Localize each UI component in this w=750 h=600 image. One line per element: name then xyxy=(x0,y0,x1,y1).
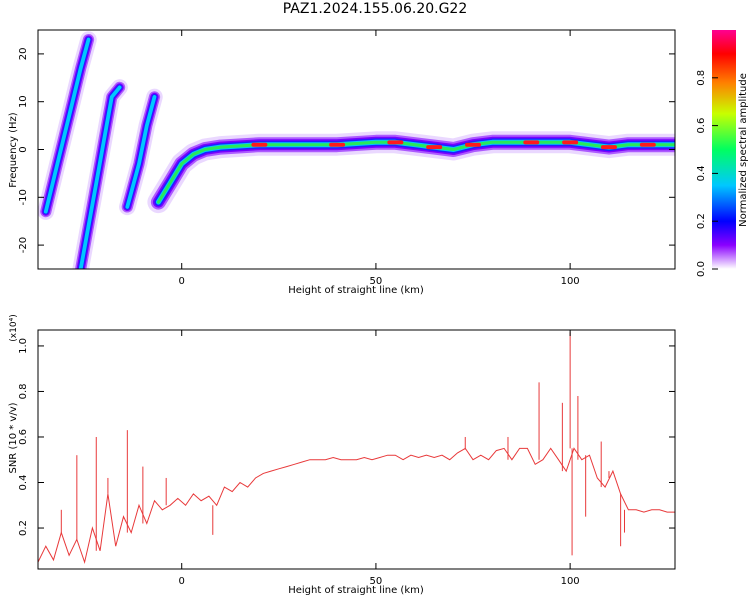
snr-lines xyxy=(38,332,675,565)
colorbar-tick-label: 0.4 xyxy=(696,165,707,181)
snr-y-ticks: 0.2 0.4 0.6 0.8 1.0 xyxy=(18,338,675,536)
ridge-hotspot xyxy=(562,140,579,145)
spectrogram-x-tick-label: 50 xyxy=(370,276,383,287)
snr-y-tick-label: 0.2 xyxy=(18,520,29,536)
spectrogram-x-tick-label: 0 xyxy=(179,276,185,287)
spectrogram-x-tick-label: 100 xyxy=(561,276,580,287)
snr-y-axis-label: SNR (10 * v/v) xyxy=(8,402,19,473)
ridge-hotspot xyxy=(639,142,656,147)
snr-y-tick-label: 1.0 xyxy=(18,338,29,354)
ridge-main-layer-5 xyxy=(156,140,675,204)
spectrogram-ridges xyxy=(38,31,675,269)
colorbar-tick-label: 0.6 xyxy=(696,118,707,134)
ridge-hotspot xyxy=(426,145,443,150)
ridge-hotspot xyxy=(329,142,346,147)
snr-x-tick-label: 50 xyxy=(370,576,383,587)
spectrogram-y-ticks: -20 -10 0 10 20 xyxy=(18,48,675,253)
colorbar-tick-label: 0.0 xyxy=(696,261,707,277)
ridge-hotspot xyxy=(387,140,404,145)
spectrogram-y-tick-label: -10 xyxy=(18,189,29,205)
spectrogram-x-ticks: 0 50 100 xyxy=(179,30,580,287)
spectrogram-x-axis-label: Height of straight line (km) xyxy=(288,285,424,296)
ridge-alias-3-layer-4 xyxy=(125,95,157,209)
spectrogram-y-tick-label: 20 xyxy=(18,48,29,61)
colorbar-scale xyxy=(712,30,736,269)
snr-y-tick-label: 0.6 xyxy=(18,429,29,445)
snr-scale-label: (x10⁴) xyxy=(9,314,19,341)
snr-y-tick-label: 0.4 xyxy=(18,475,29,491)
spectrogram-y-tick-label: -20 xyxy=(18,237,29,253)
ridge-alias-2-layer-4 xyxy=(78,85,122,269)
snr-line xyxy=(38,447,675,565)
snr-y-tick-label: 0.8 xyxy=(18,384,29,400)
snr-x-ticks: 0 50 100 xyxy=(179,330,580,587)
spectrogram-y-axis-label: Frequency (Hz) xyxy=(8,112,19,188)
snr-frame xyxy=(37,329,676,570)
chart-title: PAZ1.2024.155.06.20.G22 xyxy=(282,1,468,17)
ridge-hotspot xyxy=(523,140,540,145)
ridge-hotspot xyxy=(465,142,482,147)
colorbar-label: Normalized spectral amplitude xyxy=(738,73,749,227)
snr-x-tick-label: 100 xyxy=(561,576,580,587)
spectrogram-y-tick-label: 10 xyxy=(18,95,29,108)
snr-x-axis-label: Height of straight line (km) xyxy=(288,585,424,596)
colorbar-tick-label: 0.8 xyxy=(696,70,707,86)
ridge-hotspot xyxy=(251,142,268,147)
colorbar-ticks: 0.0 0.2 0.4 0.6 0.8 xyxy=(696,70,718,277)
spectrogram-y-tick-label: 0 xyxy=(18,146,29,152)
ridge-hotspot xyxy=(600,145,617,150)
colorbar-tick-label: 0.2 xyxy=(696,213,707,229)
snr-x-tick-label: 0 xyxy=(179,576,185,587)
ridge-alias-1-layer-4 xyxy=(43,37,91,214)
spectrogram-panel: 0 50 100 -20 -10 0 10 20 Height of straight li… xyxy=(8,29,676,296)
snr-panel: 0 50 100 0.2 0.4 0.6 0.8 1.0 Height of straigh… xyxy=(8,314,676,596)
colorbar: 0.0 0.2 0.4 0.6 0.8 Normalized spectral ampl… xyxy=(696,30,749,277)
